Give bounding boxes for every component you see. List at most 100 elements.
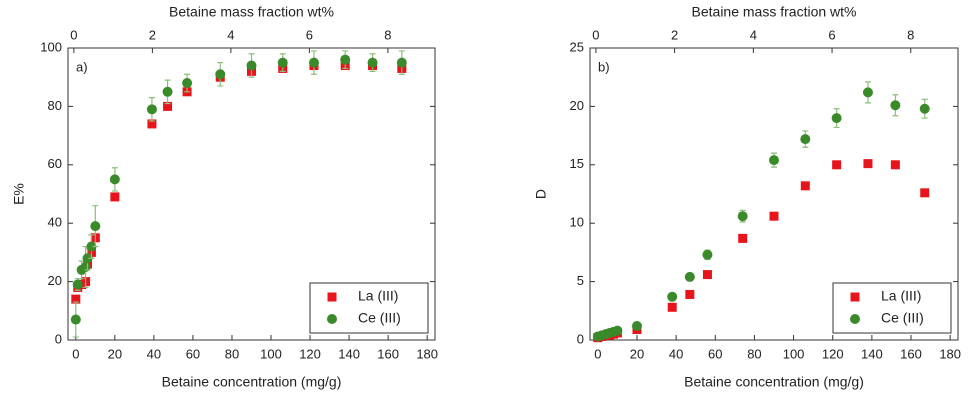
x-tick-label: 20 bbox=[630, 346, 644, 361]
point bbox=[769, 155, 779, 166]
point bbox=[246, 60, 257, 71]
top-axis-title: Betaine mass fraction wt% bbox=[169, 4, 334, 20]
x-tick-label: 160 bbox=[900, 346, 922, 361]
y-tick-label: 40 bbox=[48, 215, 62, 230]
top-x-tick-label: 6 bbox=[828, 27, 835, 42]
x-tick-label: 100 bbox=[260, 346, 282, 361]
point bbox=[702, 270, 712, 280]
point bbox=[612, 325, 623, 336]
top-x-tick-label: 8 bbox=[907, 27, 914, 42]
legend-box bbox=[832, 282, 952, 334]
point bbox=[862, 87, 873, 98]
y-tick-label: 80 bbox=[48, 98, 62, 113]
legend-marker bbox=[850, 314, 860, 324]
point bbox=[832, 160, 842, 170]
x-tick-label: 60 bbox=[708, 346, 722, 361]
point bbox=[367, 57, 378, 68]
top-x-tick-label: 2 bbox=[149, 27, 156, 42]
point bbox=[147, 119, 157, 129]
top-x-tick-label: 4 bbox=[227, 27, 234, 42]
x-tick-label: 180 bbox=[939, 346, 961, 361]
top-x-tick-label: 0 bbox=[70, 27, 77, 42]
point bbox=[182, 78, 193, 89]
x-axis-title: Betaine concentration (mg/g) bbox=[162, 374, 342, 390]
top-x-tick-label: 2 bbox=[671, 27, 678, 42]
x-tick-label: 140 bbox=[861, 346, 883, 361]
x-tick-label: 20 bbox=[108, 346, 122, 361]
point bbox=[396, 57, 407, 68]
point bbox=[920, 188, 930, 198]
top-x-tick-label: 4 bbox=[750, 27, 757, 42]
point bbox=[702, 249, 713, 260]
point bbox=[667, 302, 677, 312]
x-axis-title: Betaine concentration (mg/g) bbox=[684, 374, 864, 390]
plot-frame bbox=[67, 47, 436, 341]
point bbox=[890, 160, 900, 170]
point bbox=[308, 57, 319, 68]
x-tick-label: 120 bbox=[299, 346, 321, 361]
point bbox=[110, 192, 120, 202]
point bbox=[163, 101, 173, 111]
x-tick-label: 160 bbox=[377, 346, 399, 361]
point bbox=[71, 294, 81, 304]
legend-marker bbox=[327, 292, 337, 302]
y-tick-label: 10 bbox=[570, 215, 584, 230]
point bbox=[831, 113, 842, 124]
plot-frame bbox=[589, 47, 959, 341]
point bbox=[667, 291, 678, 302]
y-tick-label: 60 bbox=[48, 156, 62, 171]
point bbox=[82, 253, 93, 264]
y-tick-label: 5 bbox=[577, 273, 584, 288]
y-axis-title: D bbox=[533, 189, 549, 199]
legend-marker bbox=[850, 292, 860, 302]
point bbox=[684, 271, 695, 282]
point bbox=[86, 241, 97, 252]
top-x-tick-label: 8 bbox=[384, 27, 391, 42]
point bbox=[90, 221, 101, 232]
point bbox=[800, 181, 810, 191]
legend-label: Ce (III) bbox=[881, 310, 924, 326]
y-tick-label: 0 bbox=[577, 331, 584, 346]
x-tick-label: 40 bbox=[669, 346, 683, 361]
y-tick-label: 20 bbox=[48, 273, 62, 288]
x-tick-label: 100 bbox=[783, 346, 805, 361]
top-axis-title: Betaine mass fraction wt% bbox=[692, 4, 857, 20]
x-tick-label: 140 bbox=[338, 346, 360, 361]
point bbox=[162, 86, 173, 97]
point bbox=[277, 57, 288, 68]
top-x-tick-label: 6 bbox=[306, 27, 313, 42]
x-tick-label: 0 bbox=[72, 346, 79, 361]
point bbox=[340, 54, 351, 65]
x-tick-label: 60 bbox=[186, 346, 200, 361]
point bbox=[890, 100, 901, 111]
panel-label: b) bbox=[598, 59, 610, 74]
x-tick-label: 120 bbox=[822, 346, 844, 361]
point bbox=[70, 314, 81, 325]
legend-label: La (III) bbox=[358, 288, 398, 304]
point bbox=[737, 211, 748, 222]
point bbox=[631, 320, 642, 331]
top-x-tick-label: 0 bbox=[592, 27, 599, 42]
x-tick-label: 80 bbox=[747, 346, 761, 361]
x-tick-label: 80 bbox=[225, 346, 239, 361]
point bbox=[863, 159, 873, 169]
point bbox=[685, 289, 695, 299]
y-axis-title: E% bbox=[11, 183, 27, 205]
point bbox=[215, 69, 226, 80]
point bbox=[738, 233, 748, 243]
legend-label: Ce (III) bbox=[358, 310, 401, 326]
point bbox=[769, 211, 779, 221]
y-tick-label: 20 bbox=[570, 98, 584, 113]
point bbox=[800, 134, 811, 145]
x-tick-label: 40 bbox=[147, 346, 161, 361]
x-tick-label: 180 bbox=[416, 346, 438, 361]
legend-box bbox=[309, 282, 429, 334]
point bbox=[72, 279, 83, 290]
y-tick-label: 0 bbox=[55, 331, 62, 346]
point bbox=[109, 174, 120, 185]
y-tick-label: 100 bbox=[40, 39, 62, 54]
point bbox=[146, 104, 157, 115]
